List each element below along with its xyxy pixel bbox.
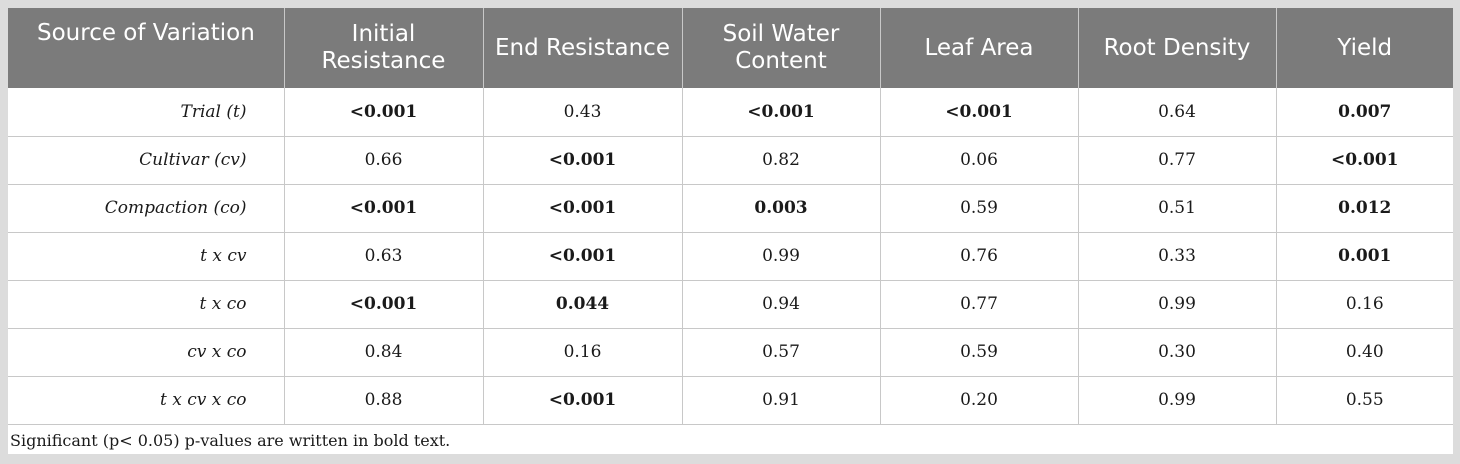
p-value-cell: <0.001 [284,88,484,137]
table-row: t x cv x co 0.88 <0.001 0.91 0.20 0.99 0.55 [8,376,1453,425]
p-value-cell: <0.001 [682,88,881,137]
p-value-cell: 0.77 [880,280,1079,329]
p-value-cell: <0.001 [483,184,683,233]
row-source-label: t x cv x co [8,376,285,425]
p-value-cell: <0.001 [483,136,683,185]
table-row: Compaction (co) <0.001 <0.001 0.003 0.59 0.51… [8,184,1453,233]
p-value-cell: 0.99 [1078,376,1277,425]
footnote-row: Significant (p< 0.05) p-values are writt… [8,424,1453,454]
p-value-cell: <0.001 [483,376,683,425]
p-value-cell: 0.99 [682,232,881,281]
p-value-cell: 0.91 [682,376,881,425]
p-value-cell: 0.007 [1276,88,1453,137]
p-value-cell: 0.001 [1276,232,1453,281]
p-value-cell: 0.16 [1276,280,1453,329]
row-source-label: Cultivar (cv) [8,136,285,185]
p-value-cell: 0.55 [1276,376,1453,425]
row-source-label: t x co [8,280,285,329]
p-value-cell: 0.51 [1078,184,1277,233]
p-value-cell: 0.40 [1276,328,1453,377]
header-yield: Yield [1276,8,1453,88]
row-source-label: Compaction (co) [8,184,285,233]
p-value-cell: <0.001 [284,280,484,329]
header-soil-water-content: Soil Water Content [682,8,881,88]
table-row: t x cv 0.63 <0.001 0.99 0.76 0.33 0.001 [8,232,1453,281]
p-value-cell: 0.63 [284,232,484,281]
p-value-cell: <0.001 [880,88,1079,137]
p-value-cell: <0.001 [284,184,484,233]
footnote: Significant (p< 0.05) p-values are writt… [8,424,1453,454]
table-footer: Significant (p< 0.05) p-values are writt… [8,424,1453,454]
p-value-cell: 0.66 [284,136,484,185]
header-initial-resistance: Initial Resistance [284,8,484,88]
p-value-cell: 0.82 [682,136,881,185]
p-value-cell: 0.43 [483,88,683,137]
p-value-cell: 0.16 [483,328,683,377]
p-value-cell: 0.59 [880,328,1079,377]
table-row: t x co <0.001 0.044 0.94 0.77 0.99 0.16 [8,280,1453,329]
row-source-label: t x cv [8,232,285,281]
header-end-resistance: End Resistance [483,8,683,88]
p-value-cell: 0.044 [483,280,683,329]
anova-table: Source of Variation Initial Resistance E… [8,8,1453,454]
p-value-cell: 0.84 [284,328,484,377]
p-value-cell: 0.003 [682,184,881,233]
header-source-of-variation: Source of Variation [8,8,285,88]
header-root-density: Root Density [1078,8,1277,88]
table-row: Cultivar (cv) 0.66 <0.001 0.82 0.06 0.77 <0.00… [8,136,1453,185]
p-value-cell: 0.06 [880,136,1079,185]
table-row: Trial (t) <0.001 0.43 <0.001 <0.001 0.64 0.007 [8,88,1453,137]
p-value-cell: 0.20 [880,376,1079,425]
table-header: Source of Variation Initial Resistance E… [8,8,1453,88]
header-leaf-area: Leaf Area [880,8,1079,88]
table-row: cv x co 0.84 0.16 0.57 0.59 0.30 0.40 [8,328,1453,377]
p-value-cell: 0.94 [682,280,881,329]
row-source-label: cv x co [8,328,285,377]
header-row: Source of Variation Initial Resistance E… [8,8,1453,88]
p-value-cell: 0.64 [1078,88,1277,137]
p-value-cell: 0.88 [284,376,484,425]
p-value-cell: 0.77 [1078,136,1277,185]
p-value-cell: 0.57 [682,328,881,377]
p-value-cell: <0.001 [1276,136,1453,185]
p-value-cell: <0.001 [483,232,683,281]
p-value-cell: 0.012 [1276,184,1453,233]
p-value-cell: 0.76 [880,232,1079,281]
p-value-cell: 0.33 [1078,232,1277,281]
p-value-cell: 0.59 [880,184,1079,233]
table-body: Trial (t) <0.001 0.43 <0.001 <0.001 0.64 0.007… [8,88,1453,425]
p-value-cell: 0.99 [1078,280,1277,329]
p-value-cell: 0.30 [1078,328,1277,377]
row-source-label: Trial (t) [8,88,285,137]
